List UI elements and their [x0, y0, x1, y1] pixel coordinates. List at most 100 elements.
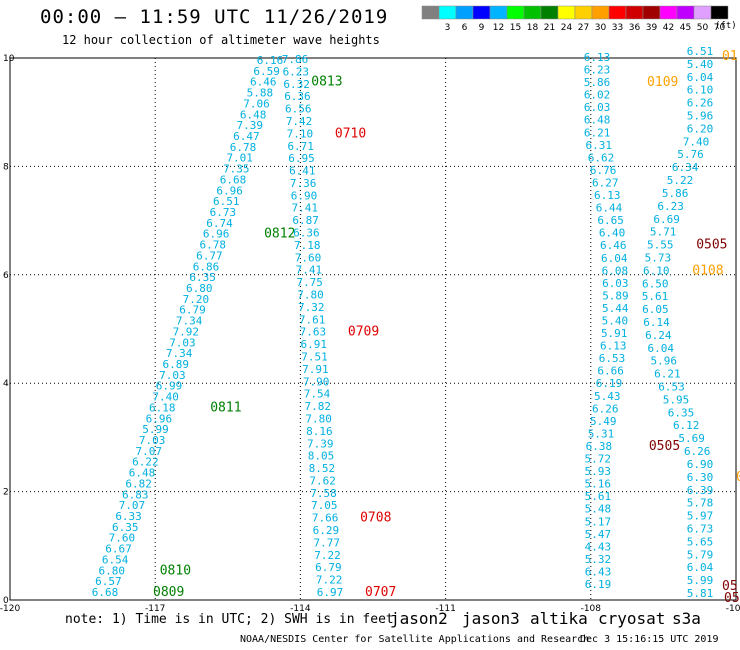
wave-height-value: 6.56	[285, 103, 312, 116]
wave-height-value: 6.90	[687, 458, 714, 471]
wave-height-value: 7.32	[298, 301, 325, 314]
wave-height-value: 6.50	[642, 277, 669, 290]
pass-time-label: 0108	[692, 263, 723, 278]
wave-height-value: 6.24	[645, 329, 672, 342]
wave-height-value: 4.43	[585, 540, 612, 553]
wave-height-value: 7.60	[109, 532, 136, 545]
wave-height-value: 6.36	[284, 90, 311, 103]
wave-height-value: 7.82	[305, 400, 332, 413]
wave-height-value: 6.19	[585, 578, 612, 591]
wave-height-value: 5.55	[647, 239, 674, 252]
wave-height-value: 6.41	[289, 165, 316, 178]
pass-time-label: 0505	[649, 439, 680, 454]
wave-height-value: 7.07	[136, 445, 163, 458]
wave-height-value: 7.80	[297, 289, 324, 302]
wave-height-value: 7.35	[223, 163, 250, 176]
wave-height-value: 6.31	[585, 139, 612, 152]
wave-height-value: 6.96	[203, 228, 230, 241]
wave-height-value: 7.34	[176, 315, 203, 328]
wave-height-value: 6.23	[584, 64, 611, 77]
legend-swatch	[625, 5, 644, 20]
wave-height-value: 6.03	[602, 277, 629, 290]
wave-height-value: 6.66	[597, 365, 624, 378]
wave-height-value: 7.92	[173, 325, 200, 338]
wave-height-value: 7.61	[299, 313, 326, 326]
wave-height-value: 6.90	[291, 189, 318, 202]
wave-height-value: 6.40	[599, 227, 626, 240]
wave-height-value: 6.27	[592, 176, 619, 189]
y-tick-label: 0	[3, 596, 9, 606]
wave-height-value: 6.13	[600, 340, 627, 353]
wave-height-value: 7.62	[309, 474, 336, 487]
wave-height-value: 7.22	[314, 549, 341, 562]
wave-height-value: 5.61	[585, 490, 612, 503]
legend-swatch	[421, 5, 440, 20]
wave-height-value: 6.99	[156, 380, 183, 393]
wave-height-value: 6.83	[122, 488, 149, 501]
pass-time-label: 05	[724, 591, 740, 606]
wave-height-value: 6.89	[162, 358, 189, 371]
wave-height-value: 7.03	[159, 369, 186, 382]
wave-height-value: 6.04	[601, 252, 628, 265]
wave-height-value: 6.18	[149, 401, 176, 414]
legend-swatch	[574, 5, 593, 20]
wave-height-value: 6.33	[115, 510, 142, 523]
pass-time-label: 01	[722, 49, 738, 64]
pass-time-label: 0707	[365, 585, 396, 600]
wave-height-value: 6.43	[585, 565, 612, 578]
wave-height-value: 6.96	[146, 412, 173, 425]
wave-height-value: 5.76	[677, 148, 704, 161]
wave-height-value: 6.47	[233, 130, 260, 143]
legend-label: 33	[612, 23, 623, 33]
y-tick-label: 10	[3, 54, 15, 64]
wave-height-value: 6.46	[250, 76, 277, 89]
pass-time-label: 0813	[311, 75, 342, 90]
wave-height-value: 5.44	[602, 302, 629, 315]
wave-height-value: 5.88	[247, 87, 274, 100]
wave-height-value: 6.51	[687, 45, 714, 58]
wave-height-value: 6.10	[643, 264, 670, 277]
wave-height-value: 7.90	[303, 375, 330, 388]
legend-swatch	[693, 5, 712, 20]
pass-time-label: 0811	[210, 400, 241, 415]
wave-height-value: 6.48	[584, 114, 611, 127]
wave-height-value: 6.13	[584, 51, 611, 64]
wave-height-value: 6.73	[210, 206, 237, 219]
wave-height-value: 6.30	[687, 471, 714, 484]
wave-height-value: 6.67	[105, 543, 132, 556]
legend-swatch	[557, 5, 576, 20]
wave-height-value: 6.79	[179, 304, 206, 317]
wave-height-value: 7.10	[287, 127, 314, 140]
wave-height-value: 7.40	[152, 391, 179, 404]
x-tick-label: -117	[145, 604, 165, 614]
wave-height-value: 6.95	[288, 152, 315, 165]
wave-height-value: 6.23	[657, 200, 684, 213]
wave-height-value: 7.22	[316, 574, 343, 587]
wave-height-value: 6.23	[283, 65, 310, 78]
wave-height-value: 8.52	[309, 462, 336, 475]
wave-height-value: 7.54	[304, 388, 331, 401]
wave-height-value: 6.57	[95, 575, 122, 588]
wave-height-value: 6.38	[586, 440, 613, 453]
map-grid	[10, 58, 736, 600]
wave-height-value: 5.65	[687, 535, 714, 548]
wave-height-value: 6.04	[648, 342, 675, 355]
y-tick-label: 6	[3, 271, 9, 281]
wave-height-value: 7.18	[294, 239, 321, 252]
wave-height-value: 6.26	[592, 402, 619, 415]
wave-height-value: 6.48	[240, 108, 267, 121]
legend-label: 42	[663, 23, 674, 33]
wave-height-value: 6.69	[653, 213, 680, 226]
pass-time-label: 0708	[360, 511, 391, 526]
x-tick-label: -108	[581, 604, 602, 614]
wave-height-value: 5.86	[662, 187, 689, 200]
wave-height-value: 6.79	[315, 561, 342, 574]
wave-height-value: 6.53	[599, 352, 626, 365]
wave-height-value: 6.19	[596, 377, 623, 390]
wave-height-value: 7.91	[302, 363, 329, 376]
wave-height-value: 6.77	[196, 249, 223, 262]
legend-label: 12	[493, 23, 504, 33]
x-tick-label: -114	[290, 604, 311, 614]
pass-time-label: 0710	[335, 126, 366, 141]
legend-units: (ft)	[715, 21, 737, 31]
